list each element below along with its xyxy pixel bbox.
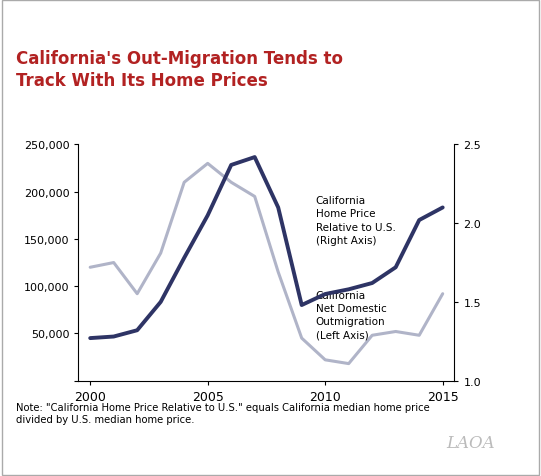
Text: California's Out-Migration Tends to
Track With Its Home Prices: California's Out-Migration Tends to Trac… [16,50,343,89]
Text: Note: "California Home Price Relative to U.S." equals California median home pri: Note: "California Home Price Relative to… [16,402,430,424]
Text: California
Home Price
Relative to U.S.
(Right Axis): California Home Price Relative to U.S. (… [316,196,395,245]
Text: LAOA: LAOA [446,434,495,451]
Text: Figure 1: Figure 1 [10,10,72,23]
Text: California
Net Domestic
Outmigration
(Left Axis): California Net Domestic Outmigration (Le… [316,290,386,339]
